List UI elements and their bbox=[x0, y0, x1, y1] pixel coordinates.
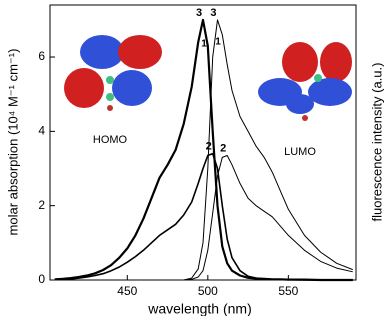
spectrum-line bbox=[54, 152, 353, 281]
y2-axis-label: fluorescence intensity (a.u.) bbox=[369, 63, 384, 222]
y-tick-label: 2 bbox=[38, 198, 45, 212]
curve-label: 3 bbox=[196, 7, 202, 19]
curve-label: 3 bbox=[210, 7, 216, 19]
annotation: LUMO bbox=[284, 146, 316, 158]
y-tick-label: 6 bbox=[38, 49, 45, 63]
y-tick-label: 4 bbox=[38, 124, 45, 138]
y-axis-label: molar absorption (10⁴ M⁻¹ cm⁻¹) bbox=[5, 49, 20, 236]
lumo-orbital bbox=[258, 42, 352, 121]
annotation: HOMO bbox=[93, 134, 128, 146]
curve-label: 2 bbox=[220, 142, 226, 154]
x-tick-label: 550 bbox=[278, 284, 298, 298]
x-tick-label: 450 bbox=[117, 284, 137, 298]
y-tick-label: 0 bbox=[38, 272, 45, 286]
homo-orbital bbox=[64, 35, 162, 111]
spectrum-line bbox=[54, 155, 353, 281]
x-tick-label: 500 bbox=[198, 284, 218, 298]
annotation: 1 bbox=[215, 37, 221, 48]
plot-frame bbox=[49, 4, 357, 281]
x-axis-label: wavelength (nm) bbox=[147, 301, 252, 316]
annotation: 1 bbox=[201, 39, 207, 50]
